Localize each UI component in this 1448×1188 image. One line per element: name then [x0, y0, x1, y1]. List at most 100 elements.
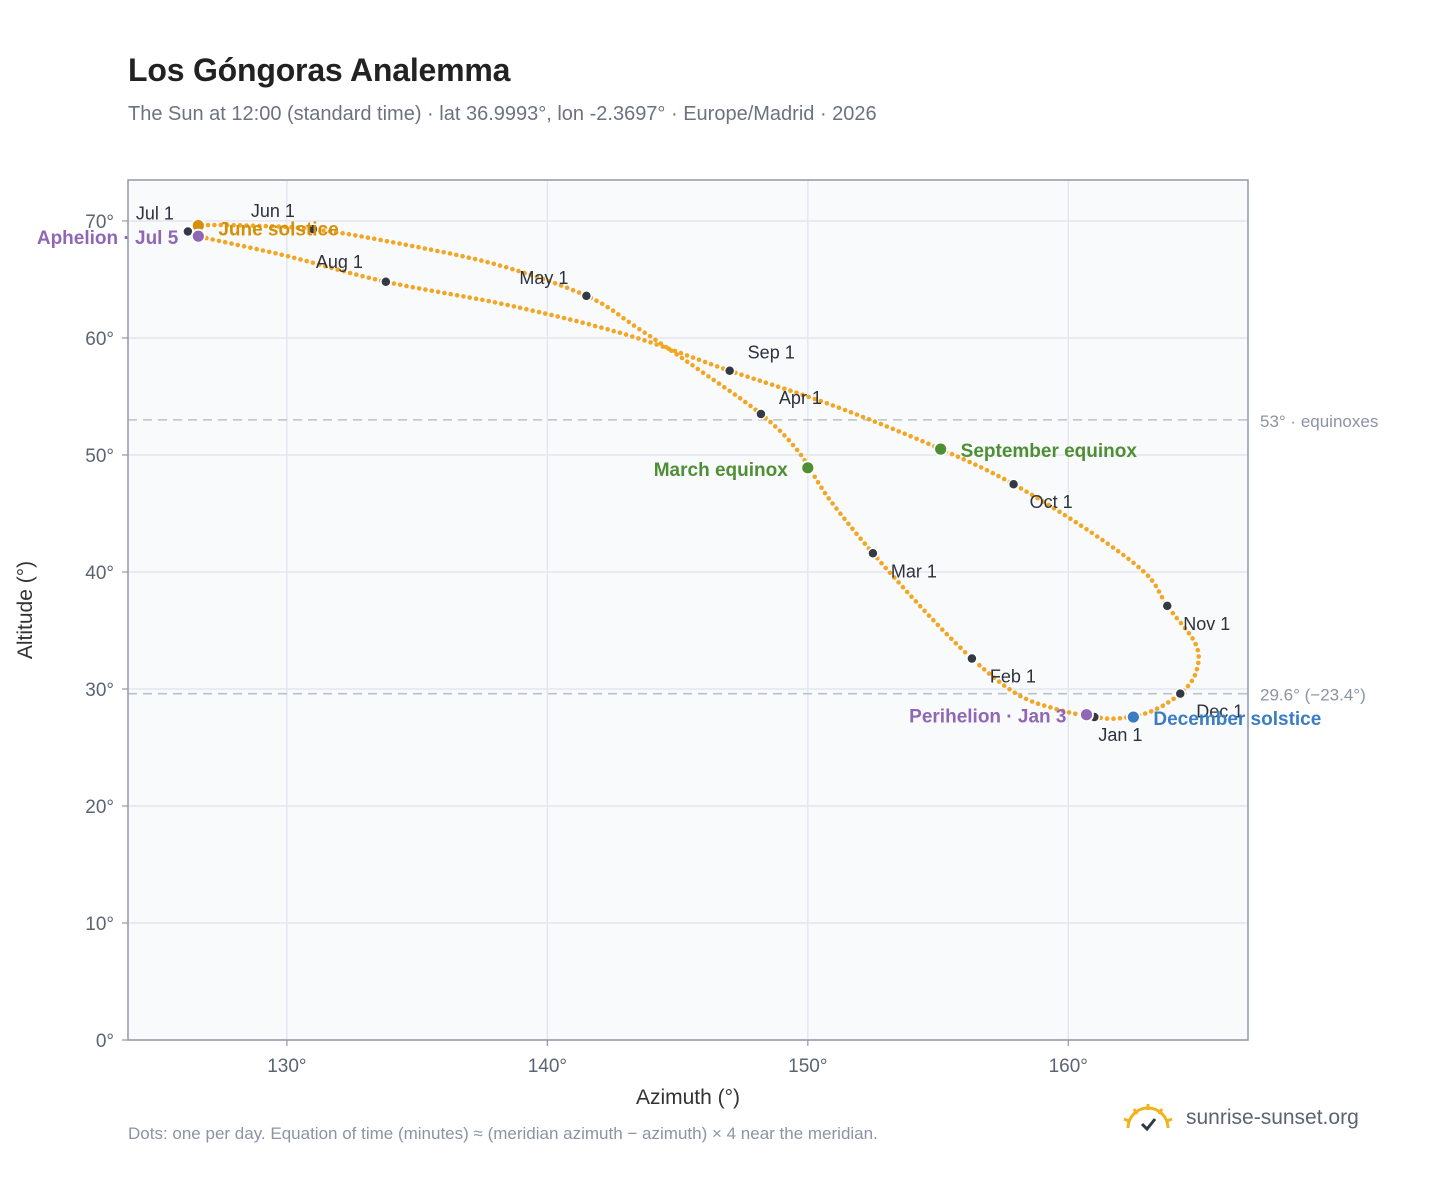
- daily-sun-dot: [276, 224, 282, 229]
- month-label: Apr 1: [779, 388, 822, 408]
- daily-sun-dot: [1117, 716, 1123, 721]
- event-marker: [800, 460, 816, 476]
- daily-sun-dot: [1136, 564, 1141, 570]
- daily-sun-dot: [1066, 710, 1072, 715]
- month-markers: Jan 1 Feb 1 Mar 1 Apr 1 May 1 Jun 1 Jul 1 Aug 1…: [136, 201, 1243, 745]
- daily-sun-dot: [254, 246, 259, 252]
- daily-sun-dot: [1035, 701, 1041, 706]
- brand[interactable]: sunrise-sunset.org: [1120, 1102, 1359, 1134]
- month-label: Mar 1: [891, 561, 937, 581]
- daily-sun-dot: [1153, 583, 1159, 589]
- daily-sun-dot: [818, 398, 824, 404]
- daily-sun-dot: [416, 244, 421, 250]
- daily-sun-dot: [442, 290, 447, 296]
- daily-sun-dot: [790, 442, 796, 448]
- daily-sun-dot: [310, 260, 316, 266]
- daily-sun-dot: [1154, 706, 1160, 711]
- daily-sun-dot: [630, 334, 635, 339]
- daily-sun-dot: [235, 242, 241, 248]
- daily-sun-dot: [282, 224, 288, 230]
- daily-sun-dot: [295, 225, 301, 230]
- daily-sun-dot: [917, 603, 923, 609]
- x-tick-label: 160°: [1049, 1056, 1088, 1077]
- daily-sun-dot: [517, 305, 523, 311]
- daily-sun-dot: [862, 541, 868, 546]
- daily-sun-dot: [908, 434, 913, 439]
- daily-sun-dot: [854, 531, 859, 537]
- daily-sun-dot: [435, 248, 440, 254]
- daily-sun-dot: [266, 249, 272, 255]
- daily-sun-dot: [660, 344, 666, 349]
- daily-sun-dot: [269, 224, 275, 229]
- daily-sun-dot: [250, 223, 256, 228]
- daily-sun-dot: [786, 437, 792, 443]
- daily-sun-dot: [621, 315, 626, 321]
- plot-frame: [127, 179, 1249, 1041]
- axis-ticks: 130° 140° 150° 160° 0° 10° 20° 30° 40° 50° 60° 70°: [85, 212, 1088, 1077]
- daily-sun-dot: [567, 317, 573, 322]
- daily-sun-dot: [878, 421, 884, 427]
- month-marker: [755, 408, 767, 420]
- daily-sun-dot: [1018, 693, 1023, 699]
- daily-sun-dot: [1057, 509, 1062, 515]
- daily-sun-dot: [248, 245, 253, 250]
- daily-sun-dot: [685, 359, 690, 365]
- daily-sun-dot: [642, 330, 647, 336]
- daily-sun-dot: [1160, 703, 1166, 708]
- daily-sun-dot: [684, 353, 690, 358]
- daily-sun-dot: [854, 412, 860, 417]
- daily-sun-dot: [605, 327, 610, 332]
- daily-sun-dot: [378, 237, 383, 243]
- grid-lines: [128, 180, 1248, 1041]
- event-label: December solstice: [1153, 709, 1321, 730]
- daily-sun-dot: [1110, 545, 1116, 550]
- daily-sun-dot: [1115, 548, 1121, 554]
- event-markers: June solstice Aphelion · Jul 5 March equin…: [37, 218, 1321, 730]
- daily-sun-dot: [273, 251, 278, 256]
- daily-sun-dot: [391, 281, 397, 286]
- daily-sun-dot: [914, 436, 919, 442]
- daily-sun-dot: [218, 222, 224, 228]
- daily-sun-dot: [371, 236, 377, 242]
- daily-sun-dot: [1111, 716, 1116, 721]
- daily-sun-dot: [555, 314, 560, 319]
- daily-sun-dot: [922, 608, 927, 614]
- event-marker: [190, 228, 206, 244]
- daily-sun-dot: [594, 298, 599, 304]
- daily-sun-dot: [931, 617, 936, 623]
- daily-sun-dot: [716, 381, 722, 386]
- daily-sun-dot: [497, 263, 503, 268]
- daily-sun-dot: [696, 357, 702, 363]
- month-marker: [1174, 687, 1187, 700]
- daily-sun-dot: [1024, 489, 1029, 495]
- daily-sun-dot: [1178, 620, 1184, 626]
- daily-sun-dot: [536, 309, 542, 315]
- daily-sun-dot: [1186, 630, 1192, 636]
- month-label: Oct 1: [1030, 492, 1073, 512]
- y-tick-label: 20°: [85, 797, 114, 818]
- daily-sun-dot: [830, 403, 836, 408]
- daily-sun-dot: [654, 342, 659, 347]
- daily-sun-dot: [706, 374, 711, 379]
- month-label: Feb 1: [990, 667, 1036, 687]
- daily-sun-dot: [1060, 708, 1066, 714]
- month-marker: [380, 276, 392, 288]
- daily-sun-dot: [323, 263, 328, 269]
- daily-sun-dot: [558, 283, 564, 288]
- daily-sun-dot: [1142, 711, 1148, 716]
- daily-sun-dot: [448, 291, 454, 297]
- month-marker: [1007, 478, 1020, 490]
- daily-sun-dot: [237, 223, 243, 228]
- daily-sun-dot: [961, 457, 966, 462]
- daily-sun-dot: [503, 265, 509, 270]
- daily-sun-dot: [542, 311, 548, 316]
- daily-sun-dot: [812, 474, 817, 480]
- daily-sun-dot: [499, 301, 504, 307]
- month-marker: [966, 652, 978, 665]
- daily-sun-dot: [777, 428, 783, 434]
- daily-sun-dot: [333, 230, 339, 235]
- daily-sun-dot: [1062, 512, 1068, 518]
- daily-sun-dot: [986, 671, 992, 676]
- daily-sun-dot: [441, 249, 447, 255]
- month-label: Jun 1: [251, 201, 295, 221]
